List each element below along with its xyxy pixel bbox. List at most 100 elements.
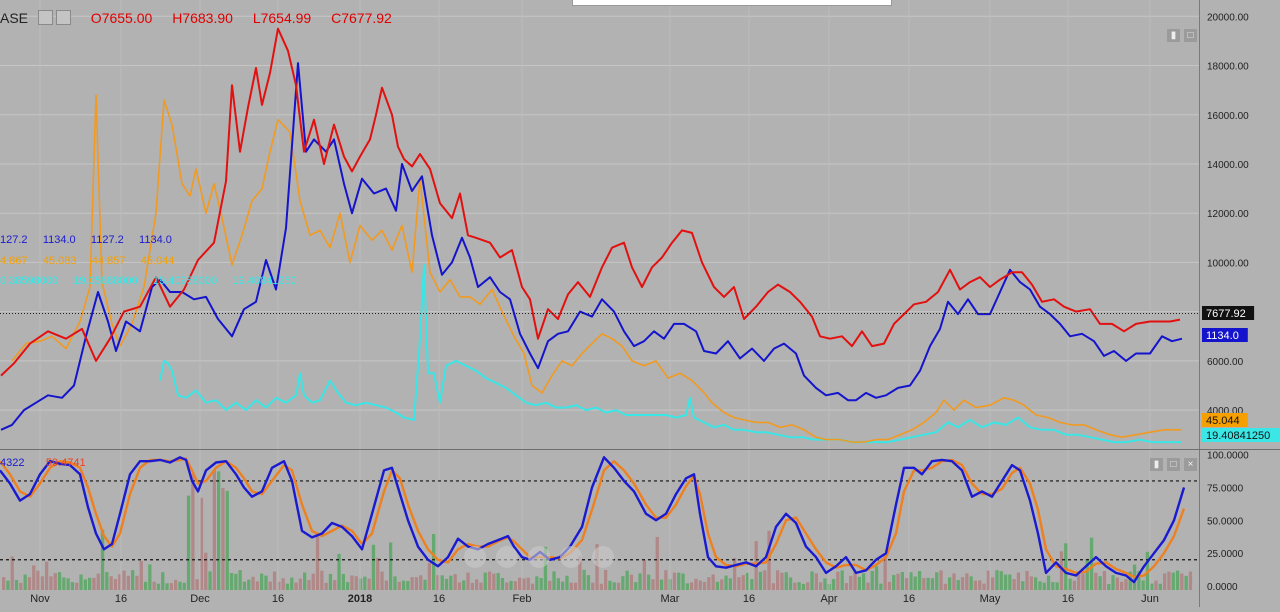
last-label-cyan: 19.40841250 bbox=[1206, 430, 1270, 442]
osc-tick-label: 25.0000 bbox=[1207, 549, 1244, 560]
volume-bar bbox=[70, 582, 75, 590]
volume-bar bbox=[664, 570, 668, 590]
x-tick-label: Jun bbox=[1141, 593, 1159, 605]
indicator-value: 1127.2 bbox=[90, 234, 124, 246]
volume-bar bbox=[247, 579, 251, 590]
x-tick-label: 16 bbox=[115, 593, 127, 605]
volume-bar bbox=[152, 581, 156, 590]
volume-bar bbox=[797, 582, 801, 590]
volume-bar bbox=[982, 583, 986, 590]
volume-bar bbox=[862, 573, 866, 590]
volume-bar bbox=[733, 558, 737, 590]
volume-bar bbox=[19, 582, 23, 590]
x-tick-label: Nov bbox=[30, 593, 50, 605]
volume-bar bbox=[79, 574, 83, 590]
y-tick-label: 6000.00 bbox=[1207, 357, 1244, 368]
playback-dot-4 bbox=[560, 546, 582, 568]
volume-bar bbox=[526, 577, 530, 590]
x-tick-label: 16 bbox=[743, 593, 755, 605]
eye-icon[interactable] bbox=[55, 10, 71, 25]
x-tick-label: Dec bbox=[190, 593, 210, 605]
osc-tick-label: 0.0000 bbox=[1207, 582, 1238, 593]
volume-bar bbox=[771, 583, 775, 590]
series-line-blue bbox=[0, 62, 1183, 431]
volume-bar bbox=[251, 576, 255, 590]
x-tick-label: 16 bbox=[903, 593, 915, 605]
volume-bar bbox=[285, 583, 290, 590]
volume-bar bbox=[109, 576, 113, 590]
settings-icon[interactable] bbox=[37, 10, 53, 25]
volume-bar bbox=[83, 579, 87, 590]
volume-bar bbox=[548, 580, 552, 590]
x-tick-label: Apr bbox=[820, 593, 837, 605]
volume-bar bbox=[1115, 577, 1119, 590]
volume-bar bbox=[307, 580, 311, 590]
volume-bar bbox=[436, 575, 440, 590]
volume-bars bbox=[2, 470, 1193, 590]
oscillator-line-blue bbox=[0, 456, 1186, 584]
volume-bar bbox=[647, 574, 651, 590]
volume-bar bbox=[1098, 576, 1102, 590]
x-tick-label: Mar bbox=[661, 593, 680, 605]
volume-bar bbox=[1034, 577, 1038, 590]
volume-bar bbox=[462, 580, 466, 590]
oscillator-orange-value: 59.4741 bbox=[45, 457, 86, 469]
volume-bar bbox=[363, 576, 367, 590]
high-label: H bbox=[172, 10, 183, 26]
volume-bar bbox=[1175, 570, 1180, 590]
volume-bar bbox=[303, 572, 307, 590]
indicator-value: 19.40958000 bbox=[152, 275, 218, 287]
volume-bar bbox=[277, 581, 281, 590]
volume-bar bbox=[776, 570, 780, 590]
maximize-icon[interactable]: □ bbox=[1167, 458, 1180, 471]
volume-bar bbox=[66, 578, 70, 590]
volume-bar bbox=[604, 570, 608, 590]
toolbar-fragment bbox=[572, 0, 892, 6]
volume-bar bbox=[629, 574, 634, 590]
indicator-value: 19.35888000 bbox=[73, 275, 138, 287]
volume-bar bbox=[1042, 582, 1046, 590]
volume-bar bbox=[487, 571, 492, 590]
volume-bar bbox=[1163, 573, 1167, 590]
volume-bar bbox=[513, 581, 517, 590]
last-label-close-bg bbox=[1202, 306, 1255, 320]
volume-bar bbox=[569, 582, 573, 590]
volume-bar bbox=[324, 582, 328, 590]
series-line-red bbox=[0, 27, 1181, 377]
volume-bar bbox=[616, 582, 621, 590]
volume-bar bbox=[376, 557, 380, 590]
volume-bar bbox=[857, 576, 861, 590]
volume-bar bbox=[1094, 572, 1098, 590]
volume-bar bbox=[1059, 551, 1064, 590]
maximize-icon[interactable]: □ bbox=[1184, 29, 1197, 42]
volume-bar bbox=[1051, 582, 1055, 590]
volume-bar bbox=[88, 577, 92, 590]
volume-bar bbox=[621, 576, 625, 590]
volume-bar bbox=[341, 574, 345, 590]
volume-bar bbox=[475, 579, 479, 590]
osc-tick-label: 100.0000 bbox=[1207, 451, 1249, 462]
volume-bar bbox=[535, 576, 539, 590]
last-label-cyan-bg bbox=[1202, 428, 1280, 442]
indicator-value: 0.38598000 bbox=[0, 275, 59, 287]
close-icon[interactable]: × bbox=[1184, 458, 1197, 471]
volume-bar bbox=[1029, 576, 1033, 590]
volume-bar bbox=[595, 544, 599, 590]
indicator-value: 45.083 bbox=[42, 255, 77, 267]
volume-bar bbox=[844, 583, 849, 590]
x-tick-label: May bbox=[980, 593, 1001, 605]
volume-bar bbox=[638, 573, 642, 590]
volume-bar bbox=[122, 570, 126, 590]
collapse-icon[interactable]: ▮ bbox=[1167, 29, 1180, 42]
collapse-icon[interactable]: ▮ bbox=[1150, 458, 1163, 471]
volume-bar bbox=[745, 572, 750, 590]
volume-bar bbox=[186, 495, 191, 590]
volume-bar bbox=[178, 581, 182, 590]
volume-bar bbox=[371, 544, 376, 590]
volume-bar bbox=[6, 580, 10, 590]
volume-bar bbox=[393, 576, 397, 590]
volume-bar bbox=[642, 560, 646, 590]
volume-bar bbox=[625, 570, 629, 590]
